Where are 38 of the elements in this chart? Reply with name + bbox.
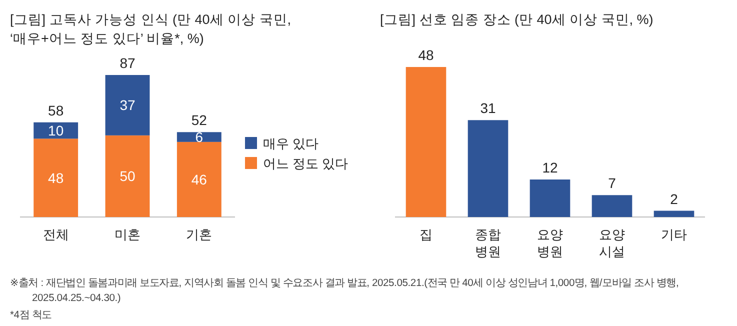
total-label: 52 (191, 112, 208, 128)
data-label: 48 (48, 170, 64, 186)
bar (592, 195, 632, 217)
chart-title: [그림] 고독사 가능성 인식 (만 40세 이상 국민, ‘매우+어느 정도 있다’ 비율*, %) (10, 12, 292, 46)
total-label: 87 (120, 55, 136, 71)
x-tick-label: 종합 병원 (475, 227, 501, 259)
x-tick-label: 미혼 (114, 227, 140, 242)
data-label: 31 (480, 100, 496, 116)
x-tick-label: 요양 병원 (537, 227, 563, 259)
bar (105, 75, 150, 136)
data-label: 46 (191, 171, 208, 188)
bar (176, 142, 222, 217)
x-tick-label: 기혼 (186, 227, 212, 242)
bar (105, 135, 150, 217)
data-label: 7 (608, 175, 616, 192)
x-tick-label: 요양 시설 (599, 227, 625, 259)
x-tick-label: 집 (420, 227, 432, 242)
x-tick-label: 전체 (42, 227, 69, 242)
bar (468, 120, 508, 217)
total-label: 58 (48, 102, 64, 118)
data-label: 50 (120, 168, 136, 184)
data-label: 48 (418, 47, 434, 63)
bar (654, 210, 694, 217)
data-label: 10 (48, 122, 64, 138)
data-label: 2 (670, 190, 678, 207)
chart-title: [그림] 선호 임종 장소 (만 40세 이상 국민, %) (380, 12, 654, 27)
legend-label: 매우 있다 (263, 136, 319, 151)
data-label: 37 (120, 97, 136, 114)
legend-label: 어느 정도 있다 (263, 156, 348, 171)
x-tick-label: 기타 (661, 227, 687, 242)
data-label: 12 (542, 160, 558, 176)
text: ※출처 : 재단법인 돌봄과미래 보도자료, 지역사회 돌봄 인식 및 수요조사 결과 발표, 2025.05.21.(전국 만 40세 이상 성인남녀 1,000명, 웹/모바일 조사 병행, 2025.04.25.~04.30.) (10, 278, 679, 304)
data-label: 6 (195, 129, 204, 146)
bar (34, 138, 78, 217)
bar (530, 180, 570, 217)
text: *4점 척도 (10, 310, 52, 321)
bar (406, 67, 446, 217)
bar (176, 132, 222, 142)
